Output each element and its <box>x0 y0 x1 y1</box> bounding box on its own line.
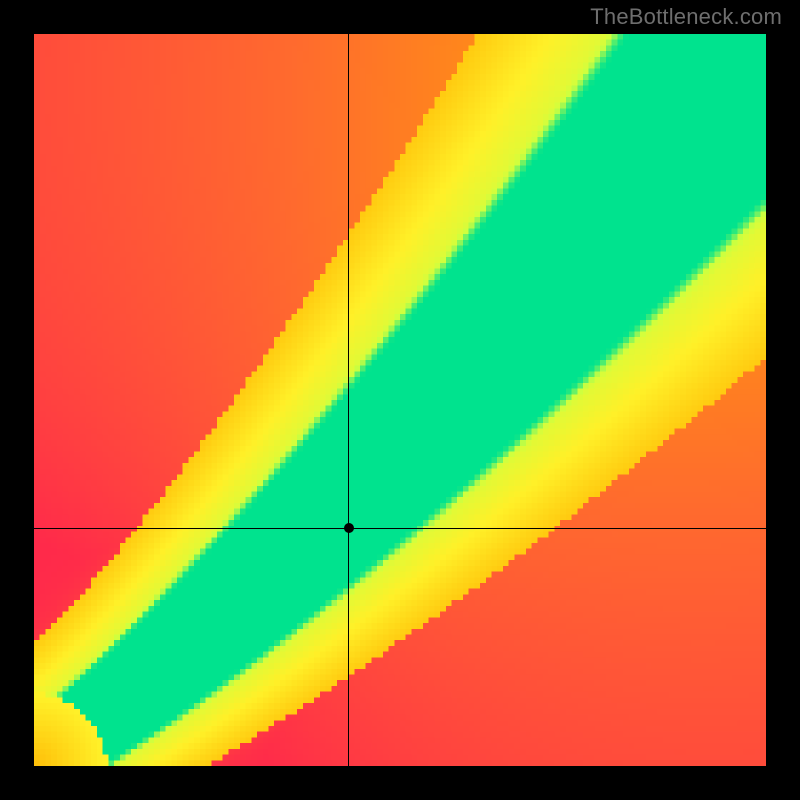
watermark-text: TheBottleneck.com <box>590 4 782 30</box>
crosshair-horizontal <box>34 528 766 529</box>
heatmap-canvas <box>34 34 766 766</box>
crosshair-vertical <box>348 34 349 766</box>
crosshair-marker <box>344 523 354 533</box>
plot-area <box>34 34 766 766</box>
chart-container: TheBottleneck.com <box>0 0 800 800</box>
